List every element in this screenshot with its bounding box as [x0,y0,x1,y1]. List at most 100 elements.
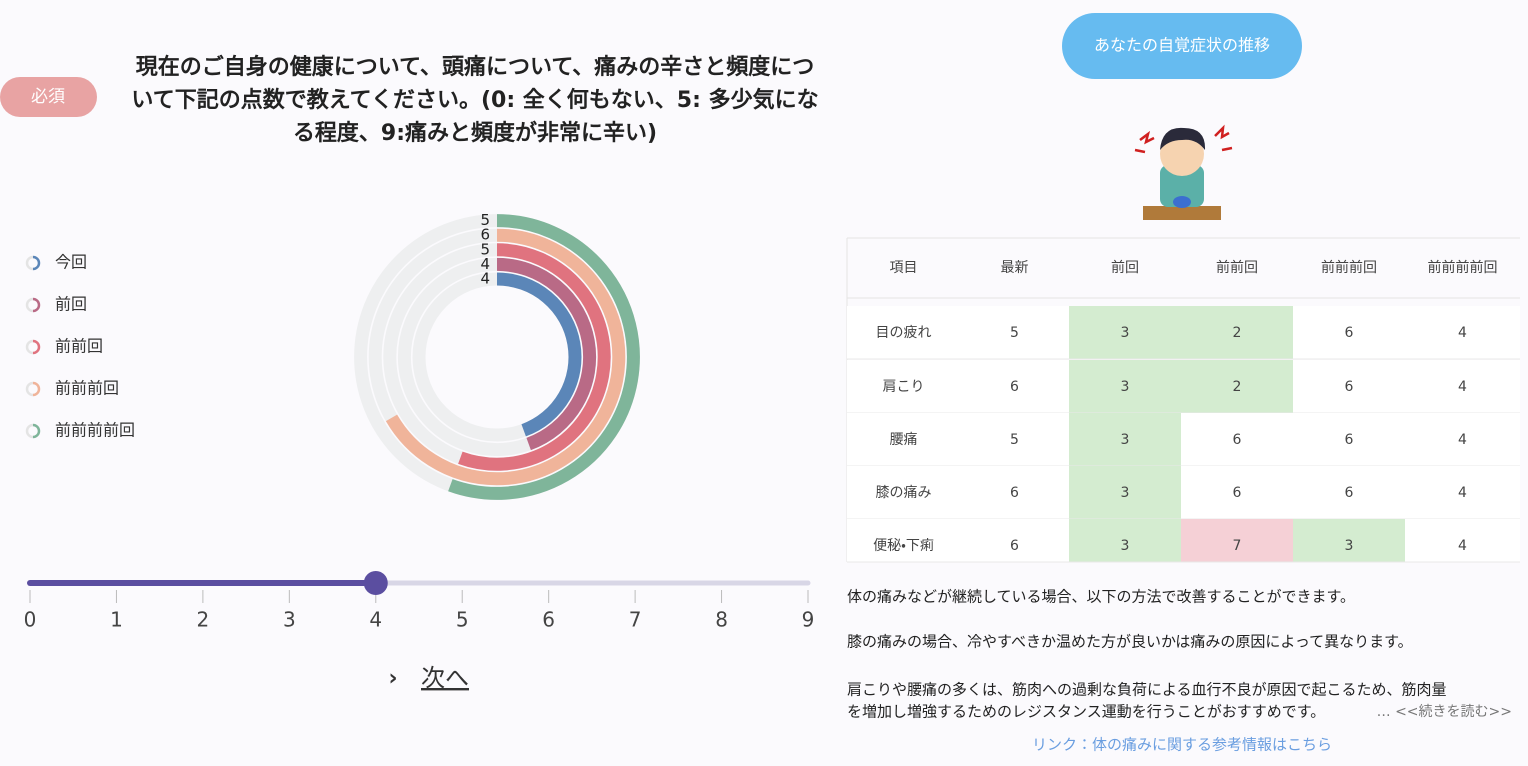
table-cell [847,413,960,466]
legend-icon [32,381,41,397]
ring-bar [496,272,582,437]
table-cell-text: 4 [1458,325,1467,341]
table-cell-text: 6 [1345,432,1354,448]
legend-label: 前回 [55,295,87,314]
ring-label: 5 [480,240,490,258]
table-cell [1405,360,1520,413]
table-cell-text: 3 [1121,485,1130,501]
table-cell [960,466,1069,519]
ring-label: 4 [480,255,490,273]
table-cell-text: 腰痛 [890,431,918,448]
table-cell [1405,306,1520,359]
table-cell-text: 4 [1458,538,1467,554]
table-cell-text: 5 [1010,432,1019,448]
ring-label: 6 [480,226,490,244]
legend-icon [32,255,41,271]
legend-icon-track [25,423,34,439]
panel-text: 肩こりや腰痛の多くは、筋肉への過剰な負荷による血行不良が原因で起こるため、筋肉量 [847,681,1447,699]
legend-label: 前前回 [55,337,103,356]
slider-knob[interactable] [363,571,388,595]
ring-bar [496,257,597,451]
legend-icon-track [25,381,34,397]
table-cell [1069,519,1181,562]
table-cell [1069,306,1181,359]
table-header: 前前前前回 [1428,259,1498,276]
table-cell-text: 3 [1121,538,1130,554]
table-cell [847,306,960,359]
table-cell-text: 便秘・下痢 [873,538,934,554]
reference-link[interactable]: リンク：体の痛みに関する参考情報はこちら [1032,736,1332,754]
read-more[interactable]: … <<続きを読む>> [1377,703,1512,720]
panel-button-label[interactable]: あなたの自覚症状の推移 [1094,36,1270,55]
table-cell [960,413,1069,466]
table-cell-text: 7 [1233,538,1242,554]
question-line: る程度、9:痛みと頻度が非常に辛い) [293,120,657,146]
badge-bg [0,77,97,117]
table-cell [960,360,1069,413]
slider-tick-label: 9 [802,608,815,632]
table-cell-text: 6 [1233,485,1242,501]
panel-text: 体の痛みなどが継続している場合、以下の方法で改善することができます。 [847,588,1355,606]
table-cell-text: 3 [1345,538,1354,554]
ring-bar [448,214,640,500]
slider-tick-label: 8 [715,608,728,632]
legend-label: 前前前回 [55,379,119,398]
table-cell [1181,306,1293,359]
table-header: 前前前回 [1321,259,1377,276]
legend-icon-track [25,297,34,313]
table-cell [1405,413,1520,466]
table-cell-text: 2 [1233,379,1242,395]
table-cell-text: 膝の痛み [876,484,932,501]
question-line: 現在のご自身の健康について、頭痛について、痛みの辛さと頻度につ [136,54,814,80]
legend-icon-track [25,339,34,355]
table-cell-text: 6 [1010,538,1019,554]
ring-label: 5 [480,211,490,229]
next-link[interactable]: 次へ [421,664,469,692]
table-cell [1405,466,1520,519]
chevron[interactable]: › [388,666,397,691]
ring-bar [458,243,611,471]
legend-label: 前前前前回 [55,421,135,440]
table-cell-text: 6 [1233,432,1242,448]
table-cell-text: 3 [1121,325,1130,341]
table-cell-text: 6 [1345,379,1354,395]
table-cell [1293,360,1405,413]
table-cell [1181,466,1293,519]
table-cell [1181,360,1293,413]
table-cell-text: 5 [1010,325,1019,341]
table-cell-text: 肩こり [883,379,925,395]
table-cell [1293,413,1405,466]
table-cell [1293,519,1405,562]
table-cell [847,466,960,519]
panel-text: 膝の痛みの場合、冷やすべきか温めた方が良いかは痛みの原因によって異なります。 [847,633,1413,651]
table-cell-text: 4 [1458,379,1467,395]
table-cell [1181,413,1293,466]
slider-tick-label: 2 [197,608,210,632]
question-line: いて下記の点数で教えてください。(0: 全く何もない、5: 多少気にな [131,87,818,113]
table-cell-text: 3 [1121,432,1130,448]
table-cell [960,519,1069,562]
table-cell-text: 6 [1345,485,1354,501]
table-cell [847,360,960,413]
table-cell-text: 6 [1345,325,1354,341]
slider-tick-label: 4 [369,608,382,632]
table-header: 前前回 [1216,259,1258,276]
legend-label: 今回 [55,253,87,272]
table-cell [960,306,1069,359]
table-cell-text: 2 [1233,325,1242,341]
legend-icon [32,423,41,439]
ring-bar [385,228,626,486]
table-cell [1069,360,1181,413]
table-cell [1405,519,1520,562]
slider-tick-label: 0 [24,608,37,632]
slider-tick-label: 1 [110,608,123,632]
illustration [1134,124,1233,220]
table-cell-text: 4 [1458,485,1467,501]
panel-text: を増加し増強するためのレジスタンス運動を行うことがおすすめです。 [847,703,1325,721]
badge: 必須 [31,87,65,107]
table-header: 項目 [890,260,918,276]
slider-tick-label: 3 [283,608,296,632]
panel-button[interactable] [1062,13,1302,79]
